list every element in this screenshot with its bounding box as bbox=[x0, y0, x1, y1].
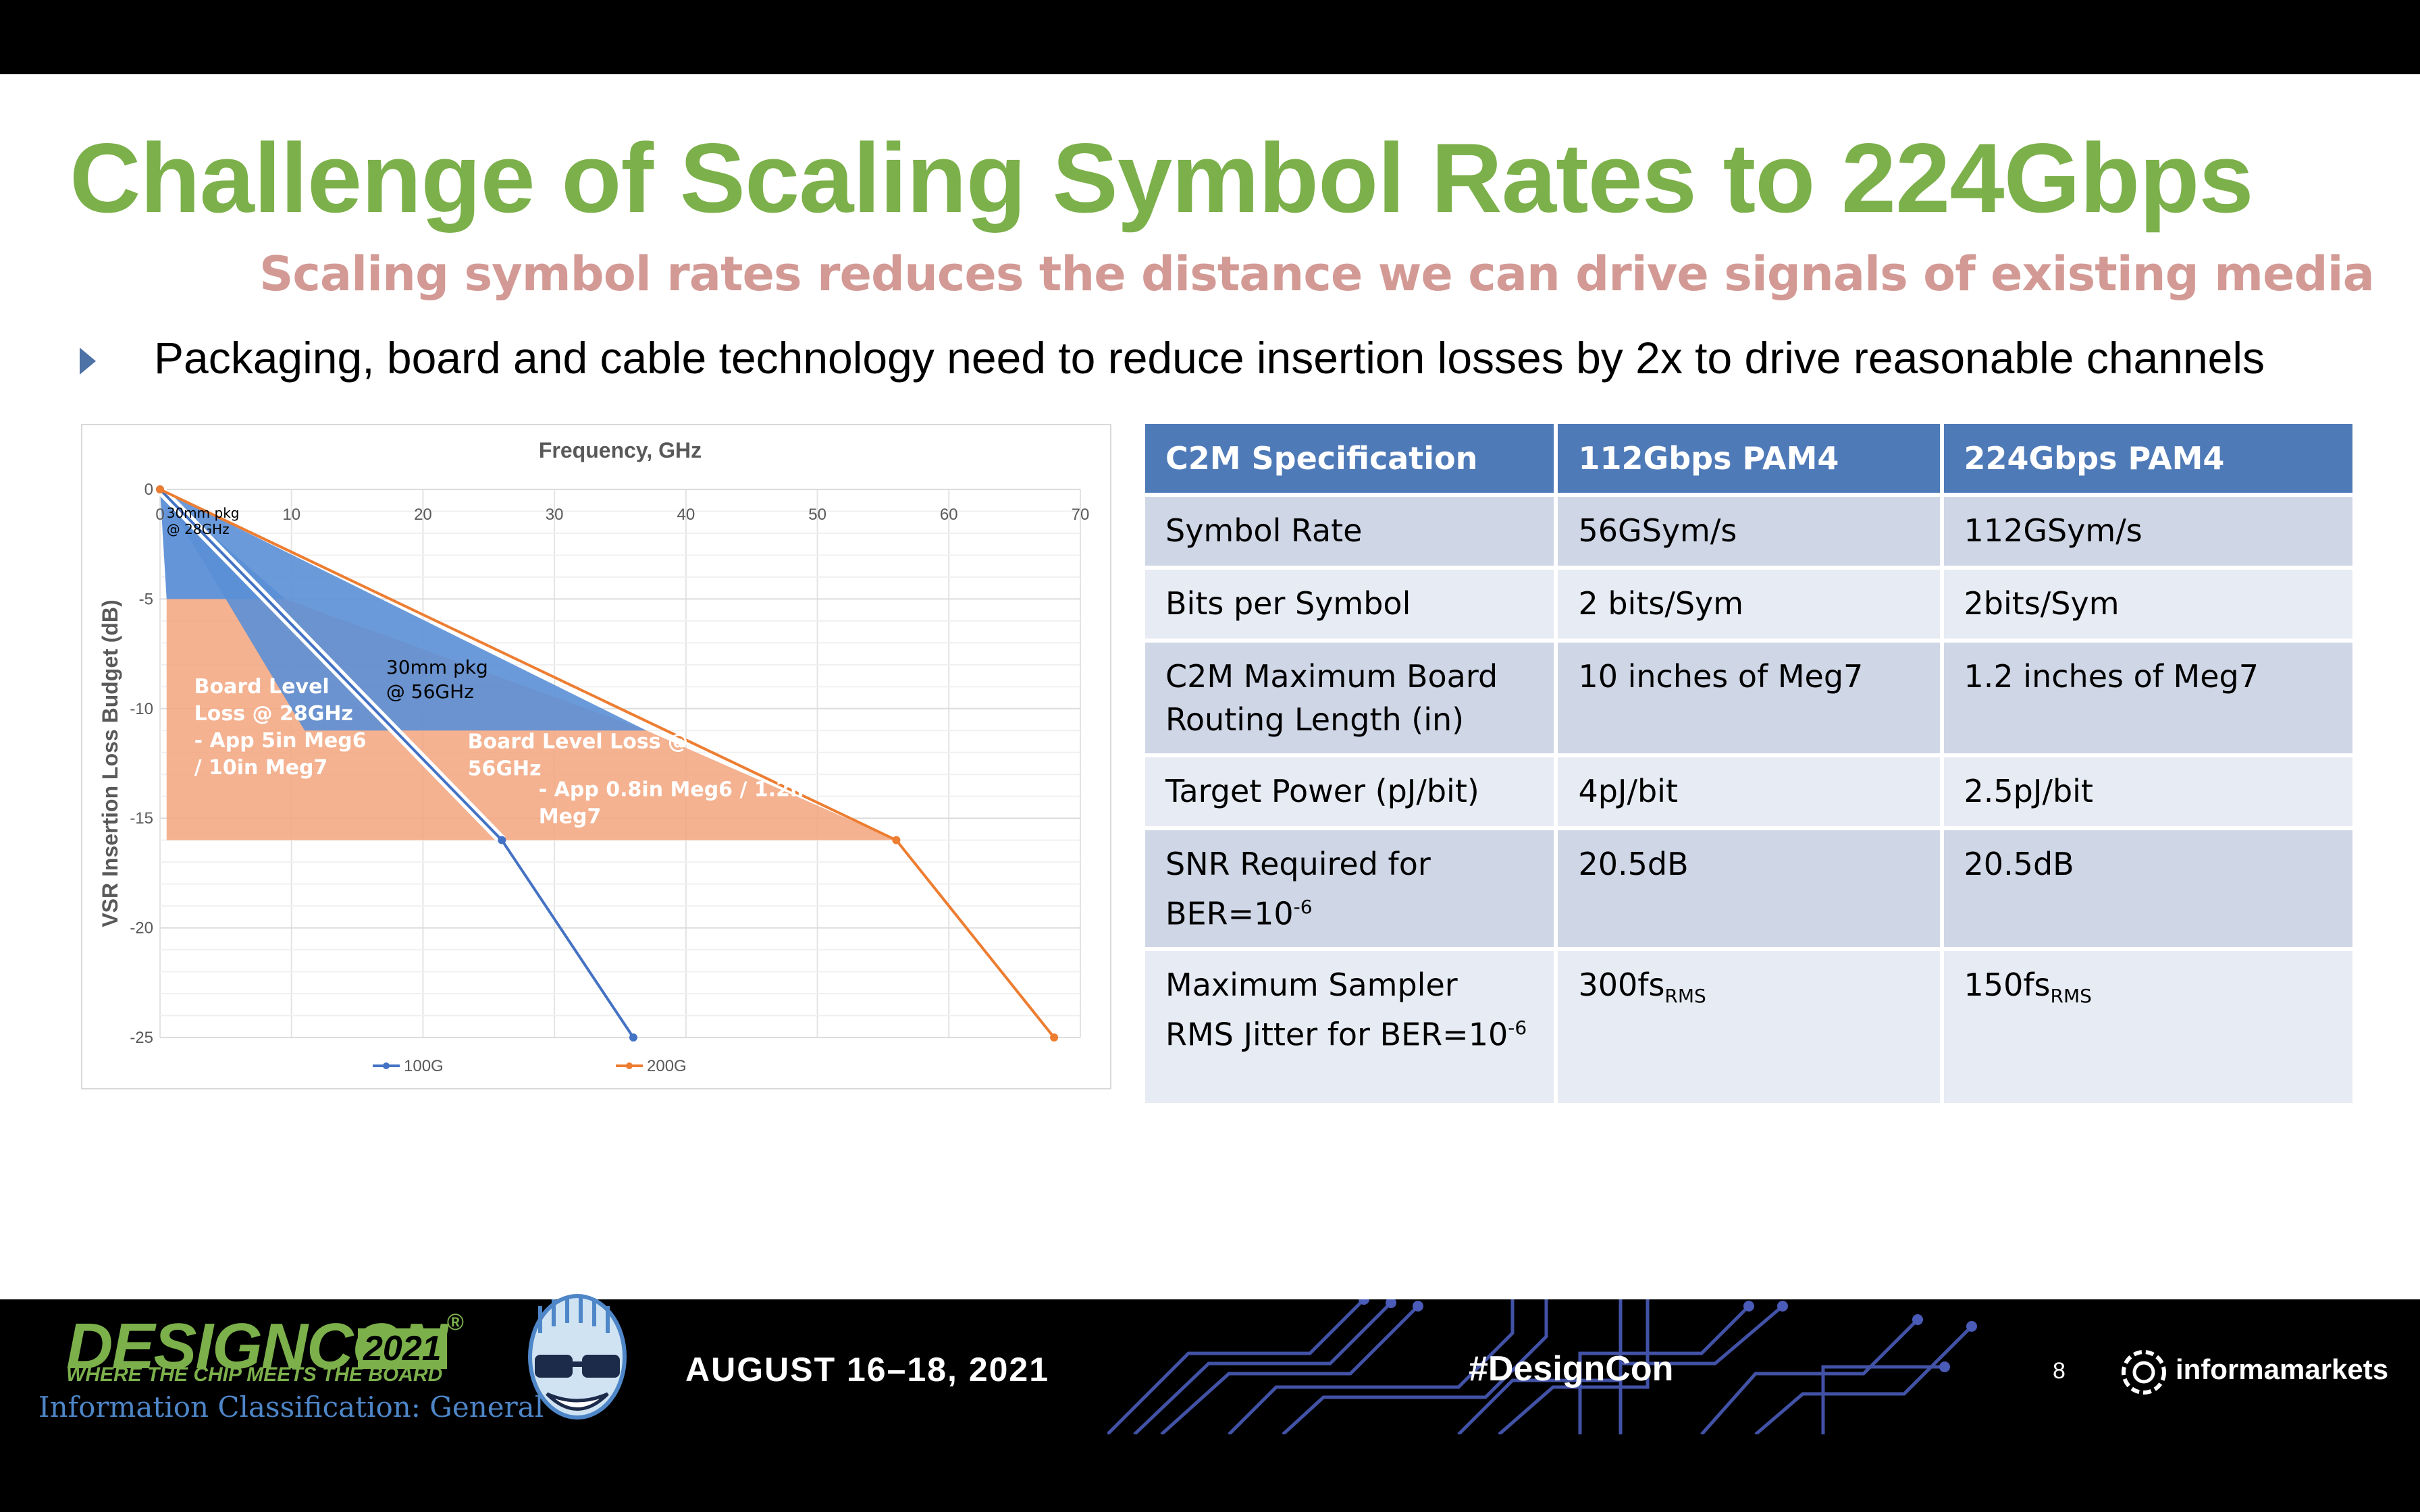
x-tick-label: 30 bbox=[546, 506, 564, 524]
chart-title: Frequency, GHz bbox=[539, 438, 702, 462]
chart-annotation: Board Level bbox=[194, 675, 330, 699]
event-hashtag: #DesignCon bbox=[1469, 1349, 1674, 1388]
informa-logo-icon bbox=[2122, 1350, 2166, 1395]
row-label-text: SNR Required for BER=10 bbox=[1165, 846, 1431, 932]
slide-subtitle: Scaling symbol rates reduces the distanc… bbox=[259, 246, 2375, 302]
chart-annotation: - App 5in Meg6 bbox=[194, 729, 367, 753]
row-label-exponent: -6 bbox=[1508, 1017, 1527, 1040]
x-tick-label: 10 bbox=[282, 506, 300, 524]
row-label: SNR Required for BER=10-6 bbox=[1145, 830, 1554, 948]
row-label: Maximum Sampler RMS Jitter for BER=10-6 bbox=[1145, 951, 1554, 1104]
chart-annotation: Meg7 bbox=[539, 805, 602, 829]
y-tick-label: -20 bbox=[130, 919, 153, 938]
row-label-text: Maximum Sampler RMS Jitter for BER=10 bbox=[1165, 967, 1508, 1053]
legend-marker-200G bbox=[626, 1062, 633, 1069]
chart-annotation: @ 56GHz bbox=[386, 680, 474, 703]
header-c2m-spec: C2M Specification bbox=[1145, 424, 1554, 493]
row-value-224g: 150fsRMS bbox=[1943, 951, 2352, 1104]
data-point-200G bbox=[1050, 1033, 1059, 1042]
logo-tagline: WHERE THE CHIP MEETS THE BOARD bbox=[66, 1364, 443, 1386]
bullet-arrow-icon bbox=[80, 348, 96, 375]
data-point-100G bbox=[629, 1033, 637, 1042]
y-tick-label: -25 bbox=[130, 1029, 153, 1047]
top-letterbox bbox=[0, 0, 2420, 74]
x-tick-label: 0 bbox=[155, 506, 164, 524]
row-value-224g: 2.5pJ/bit bbox=[1943, 757, 2352, 826]
page-number: 8 bbox=[2053, 1358, 2066, 1384]
data-point-200G bbox=[892, 836, 901, 844]
y-tick-label: -15 bbox=[130, 809, 153, 828]
row-value-112g: 300fsRMS bbox=[1558, 951, 1940, 1104]
header-112g: 112Gbps PAM4 bbox=[1558, 424, 1940, 493]
table-row: SNR Required for BER=10-6 20.5dB 20.5dB bbox=[1145, 830, 2352, 948]
row-label: Bits per Symbol bbox=[1145, 570, 1554, 639]
legend-label-200G: 200G bbox=[647, 1057, 687, 1075]
bottom-letterbox bbox=[0, 1434, 2420, 1512]
table-row: Target Power (pJ/bit) 4pJ/bit 2.5pJ/bit bbox=[1145, 757, 2352, 826]
value-subscript: RMS bbox=[1664, 985, 1706, 1008]
chart-annotation: / 10in Meg7 bbox=[194, 756, 328, 780]
table-row: C2M Maximum Board Routing Length (in) 10… bbox=[1145, 643, 2352, 753]
data-point-100G bbox=[498, 836, 506, 844]
info-classification: Information Classification: General bbox=[38, 1390, 544, 1424]
chart-annotation: 30mm pkg bbox=[167, 505, 240, 521]
event-dates: AUGUST 16–18, 2021 bbox=[685, 1351, 1050, 1388]
row-label: C2M Maximum Board Routing Length (in) bbox=[1145, 643, 1554, 753]
table-row: Symbol Rate 56GSym/s 112GSym/s bbox=[1145, 497, 2352, 566]
x-tick-label: 70 bbox=[1072, 506, 1090, 524]
c2m-spec-table: C2M Specification 112Gbps PAM4 224Gbps P… bbox=[1141, 420, 2357, 1107]
table-header-row: C2M Specification 112Gbps PAM4 224Gbps P… bbox=[1145, 424, 2352, 493]
x-tick-label: 50 bbox=[808, 506, 826, 524]
robot-mascot-icon bbox=[528, 1294, 627, 1420]
row-value-112g: 20.5dB bbox=[1558, 830, 1940, 948]
bullet-text: Packaging, board and cable technology ne… bbox=[154, 333, 2265, 383]
row-value-112g: 56GSym/s bbox=[1558, 497, 1940, 566]
row-label: Target Power (pJ/bit) bbox=[1145, 757, 1554, 826]
chart-svg: Frequency, GHz 0 10 20 30 40 50 60 70 0 -5 -10 -15 -2… bbox=[98, 438, 1090, 1075]
chart-annotation: Loss @ 28GHz bbox=[194, 702, 353, 726]
chart-annotation: 30mm pkg bbox=[386, 656, 488, 678]
table-row: Maximum Sampler RMS Jitter for BER=10-6 … bbox=[1145, 951, 2352, 1104]
y-tick-label: -10 bbox=[130, 700, 153, 718]
header-224g: 224Gbps PAM4 bbox=[1943, 424, 2352, 493]
table-row: Bits per Symbol 2 bits/Sym 2bits/Sym bbox=[1145, 570, 2352, 639]
slide-title: Challenge of Scaling Symbol Rates to 224… bbox=[70, 123, 2254, 233]
row-value-224g: 112GSym/s bbox=[1943, 497, 2352, 566]
y-tick-label: -5 bbox=[139, 590, 153, 608]
legend-marker-100G bbox=[383, 1062, 390, 1069]
insertion-loss-chart: Frequency, GHz 0 10 20 30 40 50 60 70 0 -5 -10 -15 -2… bbox=[81, 424, 1111, 1089]
informa-markets-logo: informamarkets bbox=[2176, 1353, 2389, 1385]
row-value-112g: 2 bits/Sym bbox=[1558, 570, 1940, 639]
chart-annotation: 56GHz bbox=[468, 757, 542, 780]
row-value-224g: 2bits/Sym bbox=[1943, 570, 2352, 639]
pkg-loss-56g-region bbox=[160, 489, 647, 731]
row-value-224g: 20.5dB bbox=[1943, 830, 2352, 948]
row-label: Symbol Rate bbox=[1145, 497, 1554, 566]
value-subscript: RMS bbox=[2050, 985, 2092, 1008]
x-tick-label: 60 bbox=[940, 506, 958, 524]
row-value-224g: 1.2 inches of Meg7 bbox=[1943, 643, 2352, 753]
logo-year-badge: 2021 bbox=[358, 1328, 447, 1369]
legend-label-100G: 100G bbox=[404, 1057, 444, 1075]
chart-annotation: - App 0.8in Meg6 / 1.2in bbox=[539, 778, 812, 802]
value-base: 300fs bbox=[1578, 967, 1665, 1004]
circuit-decoration bbox=[1107, 1299, 1977, 1434]
chart-annotation: @ 28GHz bbox=[167, 521, 230, 537]
row-value-112g: 4pJ/bit bbox=[1558, 757, 1940, 826]
x-tick-label: 40 bbox=[677, 506, 695, 524]
data-point-200G bbox=[156, 485, 164, 493]
y-axis-label: VSR Insertion Loss Budget (dB) bbox=[98, 599, 122, 927]
row-value-112g: 10 inches of Meg7 bbox=[1558, 643, 1940, 753]
chart-annotation: Board Level Loss @ bbox=[468, 730, 688, 753]
logo-registered-mark: ® bbox=[446, 1310, 463, 1335]
x-tick-label: 20 bbox=[414, 506, 432, 524]
y-tick-label: 0 bbox=[144, 481, 153, 499]
row-label-exponent: -6 bbox=[1293, 896, 1313, 918]
value-base: 150fs bbox=[1964, 967, 2051, 1004]
